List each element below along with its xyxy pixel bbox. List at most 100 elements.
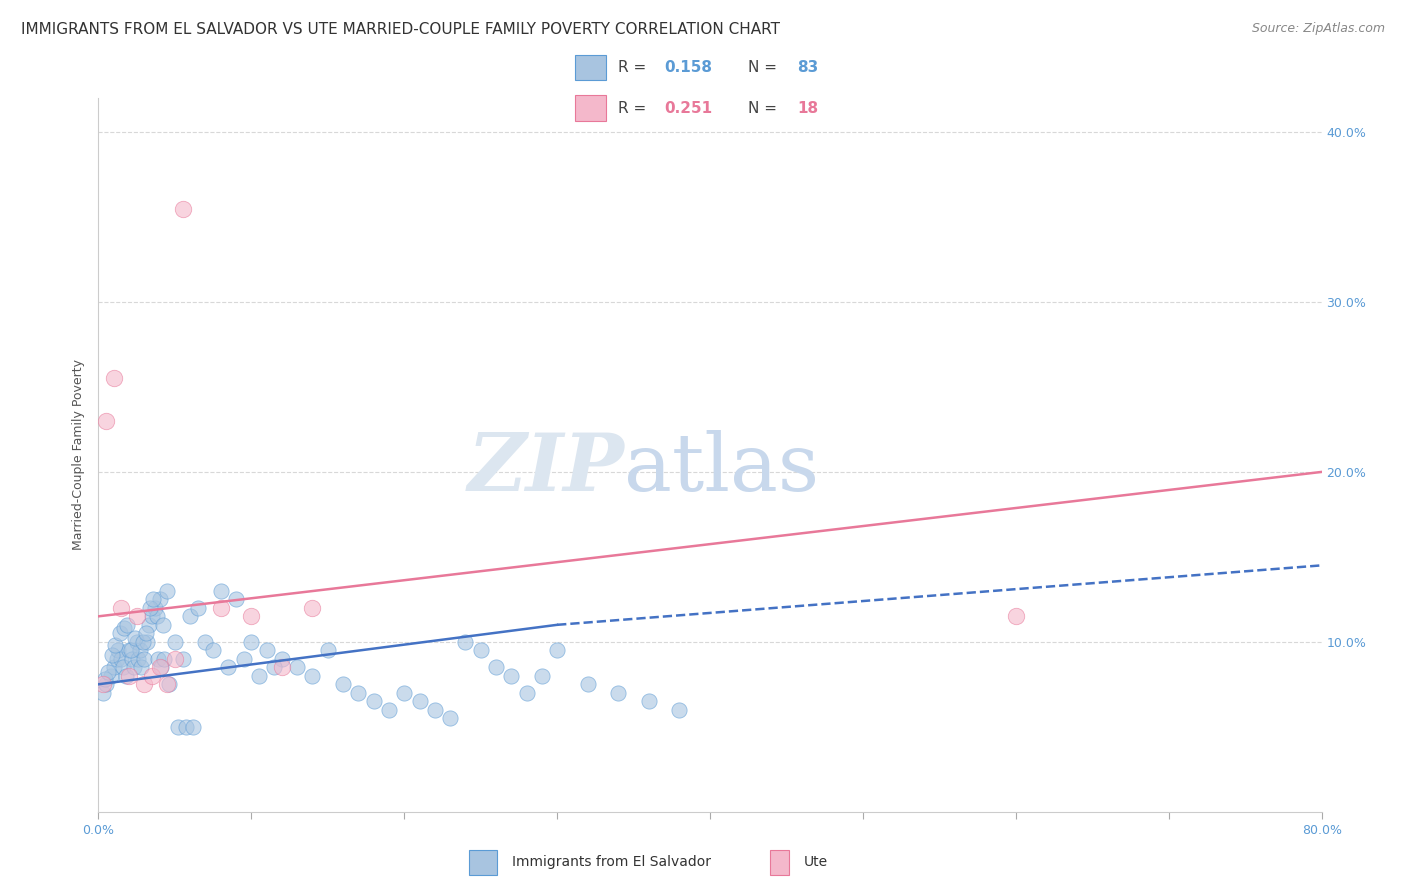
Point [132, 635, 155, 649]
Point [247, 669, 270, 683]
Point [163, 652, 186, 666]
Point [638, 694, 661, 708]
Point [112, 621, 135, 635]
Point [138, 617, 160, 632]
Point [172, 652, 194, 666]
Point [270, 652, 294, 666]
Point [120, 643, 142, 657]
Text: 0.158: 0.158 [665, 60, 713, 75]
Point [111, 660, 134, 674]
Point [378, 703, 401, 717]
Point [423, 703, 446, 717]
Point [156, 677, 179, 691]
Point [363, 694, 385, 708]
Point [485, 660, 508, 674]
Point [470, 643, 492, 657]
Point [156, 583, 179, 598]
FancyBboxPatch shape [770, 850, 789, 875]
Point [91, 686, 114, 700]
Point [134, 677, 156, 691]
Point [142, 592, 165, 607]
Point [202, 643, 225, 657]
Point [135, 626, 157, 640]
Point [124, 632, 146, 646]
Point [136, 635, 159, 649]
Point [167, 720, 190, 734]
Text: Ute: Ute [803, 855, 828, 869]
Text: atlas: atlas [624, 430, 820, 508]
Point [174, 720, 197, 734]
Point [217, 660, 239, 674]
Text: R =: R = [619, 101, 651, 116]
Point [1004, 609, 1026, 624]
Text: R =: R = [619, 60, 651, 75]
Text: N =: N = [748, 60, 782, 75]
Point [101, 648, 124, 663]
Point [100, 669, 122, 683]
Point [209, 583, 232, 598]
Point [153, 652, 176, 666]
Point [143, 600, 166, 615]
Point [150, 660, 173, 674]
Point [530, 669, 553, 683]
Point [149, 592, 172, 607]
Point [301, 669, 323, 683]
Point [141, 669, 163, 683]
Text: Immigrants from El Salvador: Immigrants from El Salvador [512, 855, 711, 869]
Point [108, 626, 131, 640]
Point [546, 643, 568, 657]
Point [501, 669, 523, 683]
Point [91, 677, 114, 691]
Point [332, 677, 354, 691]
Point [576, 677, 599, 691]
Point [270, 660, 294, 674]
Point [122, 660, 145, 674]
Point [392, 686, 416, 700]
Y-axis label: Married-Couple Family Poverty: Married-Couple Family Poverty [72, 359, 86, 550]
Point [285, 660, 308, 674]
Text: ZIP: ZIP [468, 431, 624, 508]
Point [125, 609, 148, 624]
Text: N =: N = [748, 101, 782, 116]
Point [107, 643, 129, 657]
Point [194, 635, 217, 649]
Point [607, 686, 630, 700]
Point [181, 720, 204, 734]
Point [179, 609, 201, 624]
Point [232, 652, 254, 666]
Point [439, 711, 461, 725]
Point [225, 592, 247, 607]
Point [128, 643, 150, 657]
Point [516, 686, 538, 700]
FancyBboxPatch shape [468, 850, 498, 875]
Point [172, 202, 194, 216]
Point [121, 652, 143, 666]
Point [301, 600, 323, 615]
Text: Source: ZipAtlas.com: Source: ZipAtlas.com [1251, 22, 1385, 36]
Point [263, 660, 285, 674]
Point [408, 694, 430, 708]
Point [118, 669, 141, 683]
Point [149, 660, 172, 674]
Point [146, 652, 169, 666]
Point [668, 703, 690, 717]
Point [316, 643, 339, 657]
Text: 18: 18 [797, 101, 818, 116]
Point [347, 686, 370, 700]
Point [141, 609, 163, 624]
Point [105, 652, 128, 666]
FancyBboxPatch shape [575, 54, 606, 80]
Point [256, 643, 278, 657]
Point [152, 617, 174, 632]
Point [139, 600, 162, 615]
Point [103, 371, 125, 385]
Point [110, 652, 132, 666]
Point [104, 638, 127, 652]
Text: IMMIGRANTS FROM EL SALVADOR VS UTE MARRIED-COUPLE FAMILY POVERTY CORRELATION CHA: IMMIGRANTS FROM EL SALVADOR VS UTE MARRI… [21, 22, 780, 37]
Point [127, 652, 149, 666]
Point [157, 677, 180, 691]
Text: 83: 83 [797, 60, 818, 75]
Point [115, 669, 138, 683]
Point [240, 609, 263, 624]
FancyBboxPatch shape [575, 95, 606, 120]
